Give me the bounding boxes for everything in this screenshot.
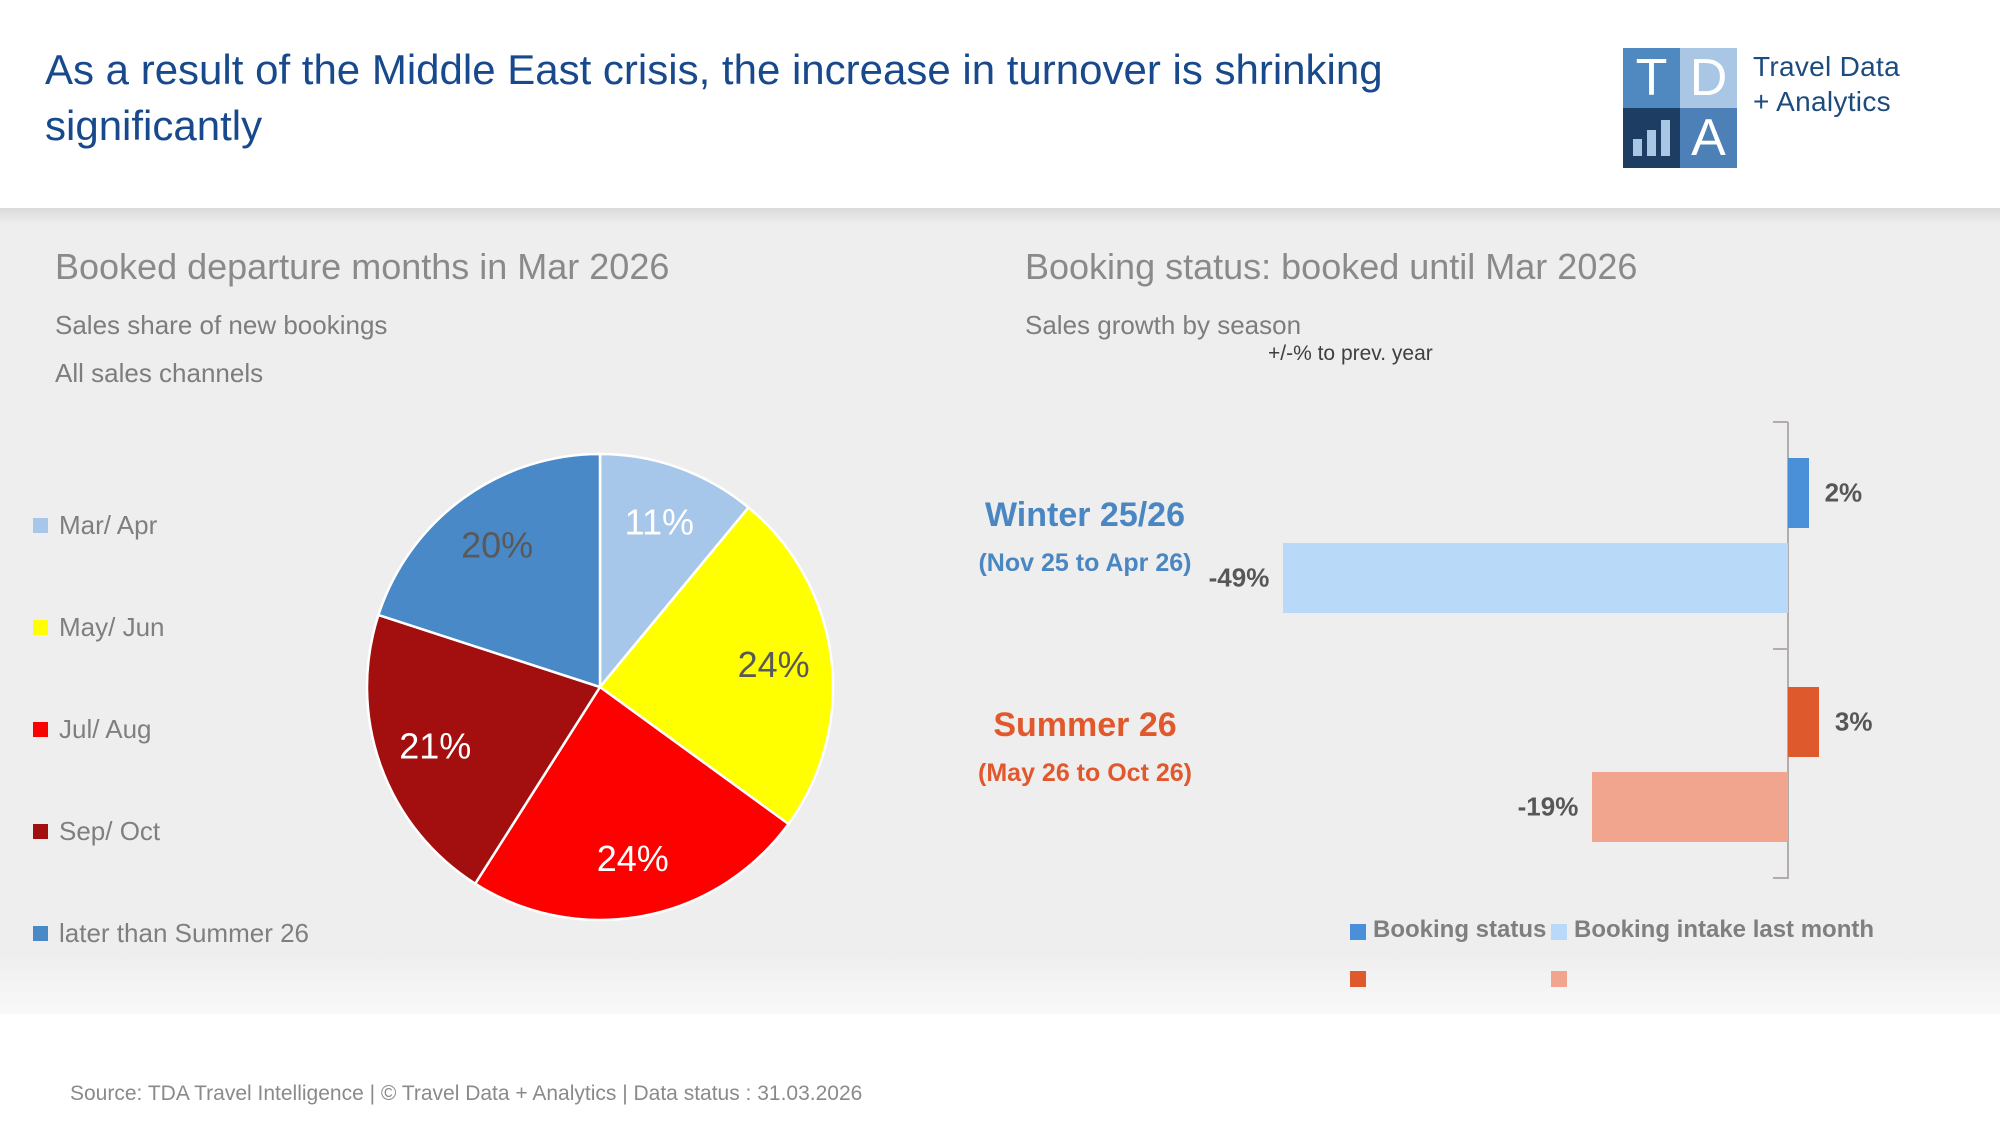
axis-tick-top xyxy=(1773,421,1788,423)
legend-swatch-icon xyxy=(33,721,48,737)
pie-value-label-1: 24% xyxy=(738,644,810,685)
footer-source: Source: TDA Travel Intelligence | © Trav… xyxy=(70,1082,863,1105)
pie-legend-label: Mar/ Apr xyxy=(59,509,158,540)
summer-period: (May 26 to Oct 26) xyxy=(978,759,1192,787)
pie-legend-label: Jul/ Aug xyxy=(59,713,152,744)
bar-status-0 xyxy=(1788,458,1809,528)
pie-slice-1 xyxy=(598,505,835,826)
bar-value-label-intake-1: -19% xyxy=(1517,791,1579,822)
brand-line2: + Analytics xyxy=(1753,86,1891,117)
legend-swatch-icon xyxy=(33,925,48,941)
bar-legend-label-1: Booking intake last month xyxy=(1574,916,1875,943)
legend-swatch-icon xyxy=(1350,924,1366,940)
pie-slice-3 xyxy=(365,613,602,886)
group-label-summer: Summer 26 (May 26 to Oct 26) xyxy=(880,706,1290,788)
logo-letter-t: T xyxy=(1635,49,1668,107)
axis-tick-middle xyxy=(1773,648,1788,650)
logo-letter-d: D xyxy=(1689,49,1728,107)
pie-legend-item-0: Mar/ Apr xyxy=(33,510,157,540)
bar-value-label-intake-0: -49% xyxy=(1208,562,1270,593)
legend-swatch-icon xyxy=(33,619,48,635)
pie-legend-item-4: later than Summer 26 xyxy=(33,918,309,948)
pie-slice-4 xyxy=(376,452,602,689)
tda-logo: T D A xyxy=(1623,48,1737,168)
bar-legend-label-0: Booking status xyxy=(1373,916,1547,943)
bar-intake-0 xyxy=(1283,543,1788,613)
pie-value-label-2: 24% xyxy=(597,838,669,879)
pie-chart-title: Booked departure months in Mar 2026 xyxy=(55,246,670,287)
pie-chart-subtitle-1: Sales share of new bookings xyxy=(55,310,388,340)
bar-chart-subtitle: Sales growth by season xyxy=(1025,310,1302,340)
pie-legend-item-3: Sep/ Oct xyxy=(33,816,160,846)
logo-cell-chart xyxy=(1623,108,1680,168)
legend-swatch-icon xyxy=(1350,971,1366,987)
summer-name: Summer 26 xyxy=(993,706,1177,744)
bar-value-label-status-0: 2% xyxy=(1824,477,1863,508)
pie-legend-item-1: May/ Jun xyxy=(33,612,165,642)
pie-slice-2 xyxy=(473,685,791,922)
bar-intake-1 xyxy=(1592,772,1788,842)
pie-legend-label: Sep/ Oct xyxy=(59,815,161,846)
bar-value-label-status-1: 3% xyxy=(1834,706,1873,737)
logo-cell-d: D xyxy=(1680,48,1737,108)
legend-swatch-icon xyxy=(1551,971,1567,987)
axis-note: +/-% to prev. year xyxy=(1268,342,1433,365)
pie-value-label-0: 11% xyxy=(625,501,694,542)
legend-swatch-icon xyxy=(1551,924,1567,940)
logo-cell-t: T xyxy=(1623,48,1680,108)
pie-chart-subtitle-2: All sales channels xyxy=(55,358,264,388)
logo-cell-a: A xyxy=(1680,108,1737,168)
pie-chart: 11% 24% 24% 21% 20% xyxy=(365,452,835,922)
page-title: As a result of the Middle East crisis, t… xyxy=(45,46,1383,149)
pie-slice-0 xyxy=(598,452,751,691)
bar-axis-line xyxy=(1787,422,1789,879)
pie-value-label-4: 20% xyxy=(461,524,533,565)
bar-chart-icon xyxy=(1633,120,1670,156)
brand-name: Travel Data + Analytics xyxy=(1753,49,1900,119)
pie-value-label-3: 21% xyxy=(399,725,471,766)
legend-swatch-icon xyxy=(33,823,48,839)
pie-legend-item-2: Jul/ Aug xyxy=(33,714,152,744)
winter-name: Winter 25/26 xyxy=(985,496,1185,534)
logo-letter-a: A xyxy=(1691,109,1726,167)
pie-legend-label: May/ Jun xyxy=(59,611,165,642)
bar-chart-title: Booking status: booked until Mar 2026 xyxy=(1025,246,1638,287)
pie-legend-label: later than Summer 26 xyxy=(59,917,310,948)
bar-status-1 xyxy=(1788,687,1819,757)
brand-line1: Travel Data xyxy=(1753,51,1900,82)
legend-swatch-icon xyxy=(33,517,48,533)
group-label-winter: Winter 25/26 (Nov 25 to Apr 26) xyxy=(880,496,1290,578)
axis-tick-bottom xyxy=(1773,877,1788,879)
winter-period: (Nov 25 to Apr 26) xyxy=(978,549,1192,577)
